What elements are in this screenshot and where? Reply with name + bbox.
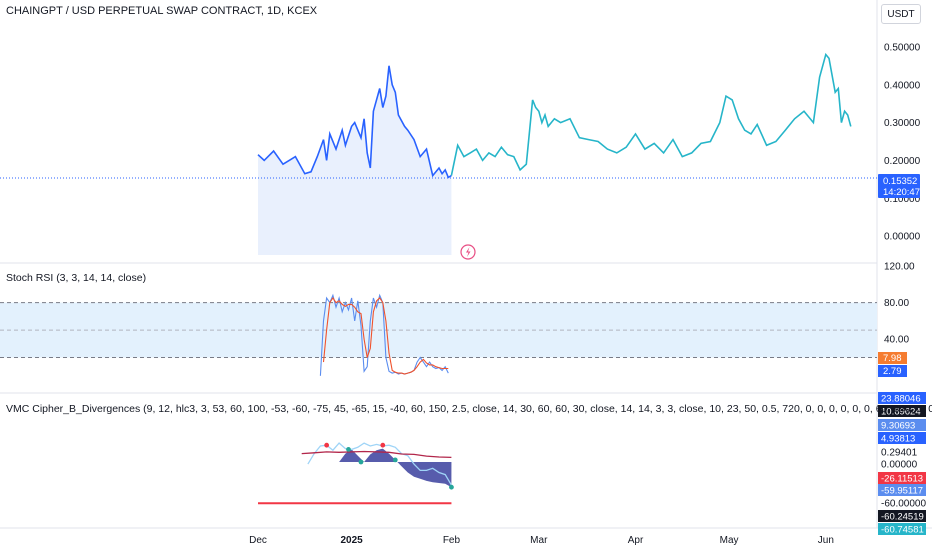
cipher-tag-label: 10.69624 [881, 407, 921, 418]
time-tick-label: Feb [443, 535, 461, 546]
cipher-tag-bg [878, 392, 926, 404]
rsi-k-tag: 2.79 [878, 365, 907, 377]
price-tick-label: 0.10000 [884, 194, 921, 205]
currency-selector-button[interactable]: USDT [881, 4, 921, 24]
cipher-signal-dots [324, 442, 454, 490]
cipher-red-line[interactable] [301, 450, 452, 459]
cipher-tag-label: 4.93813 [881, 434, 915, 445]
cipher-tag-bg [878, 523, 926, 535]
cipher-tag-bg [878, 472, 926, 484]
cipher-tag-bg [878, 405, 926, 417]
signal-dot [449, 484, 454, 490]
time-tick-label: Jun [818, 535, 834, 546]
time-tick-label: Apr [628, 535, 644, 546]
price-tick-label: 0.00000 [884, 232, 921, 243]
price-axis-ticks: 0.50000 0.40000 0.30000 0.20000 0.10000 0.000… [884, 42, 921, 242]
lightning-icon[interactable] [460, 244, 476, 260]
signal-dot [324, 442, 330, 448]
signal-dot [380, 442, 386, 448]
projection-series-line[interactable] [450, 52, 852, 176]
price-tick-label: 0.20000 [884, 156, 921, 167]
price-panel: 0.50000 0.40000 0.30000 0.20000 0.10000 0.000… [0, 42, 921, 260]
last-price-tag: 0.15352 14:20:47 [878, 174, 920, 198]
rsi-tick-label: 120.00 [884, 262, 915, 273]
time-tick-label: Dec [249, 535, 267, 546]
cipher-tag-bg [878, 432, 926, 444]
stoch-rsi-label[interactable]: Stoch RSI (3, 3, 14, 14, close) [6, 272, 147, 284]
cipher-tag-label: 9.30693 [881, 421, 915, 432]
cipher-tag-bg [878, 484, 926, 496]
cipher-wave-area [339, 448, 452, 488]
time-tick-label: May [720, 535, 739, 546]
rsi-axis-ticks: 120.00 80.00 40.00 [884, 262, 915, 346]
price-series-line[interactable] [257, 65, 452, 179]
cipher-tag-label: -59.95117 [881, 486, 923, 497]
time-tick-label: 2025 [340, 535, 363, 546]
cipher-panel: 23.88046 10.69624 9.30693 4.93813 0.294010.0… [258, 392, 926, 536]
cipher-tag-label: 0.29401 [881, 448, 918, 459]
price-tick-label: 0.30000 [884, 118, 921, 129]
svg-text:7.98: 7.98 [883, 353, 902, 364]
rsi-tick-label: 80.00 [884, 298, 909, 309]
rsi-k-line[interactable] [319, 293, 449, 376]
cipher-tag-label: -60.00000 [881, 499, 926, 510]
rsi-d-line[interactable] [322, 297, 449, 375]
signal-dot [358, 459, 364, 465]
stoch-rsi-panel: 120.00 80.00 40.00 7.98 2.79 [0, 262, 915, 377]
time-tick-label: Mar [530, 535, 548, 546]
cipher-tag-bg [878, 510, 926, 522]
cipher-tag-bg [878, 419, 926, 431]
cipher-value-tags: 23.88046 10.69624 9.30693 4.93813 0.294010.0… [878, 392, 926, 536]
chart-title: CHAINGPT / USD PERPETUAL SWAP CONTRACT, … [6, 5, 318, 17]
signal-dot [346, 447, 351, 452]
cipher-tag-label: -60.74581 [881, 525, 924, 536]
cipher-tag-label: 0.00000 [881, 460, 918, 471]
svg-text:2.79: 2.79 [883, 366, 902, 377]
price-tick-label: 0.40000 [884, 80, 921, 91]
rsi-tick-label: 40.00 [884, 335, 909, 346]
cipher-tag-label: -26.11513 [881, 474, 923, 485]
time-axis-labels: Dec 2025 Feb Mar Apr May Jun [249, 535, 834, 546]
cipher-light-line[interactable] [307, 442, 452, 486]
cipher-tag-label: -60.24519 [881, 512, 924, 523]
countdown-value: 14:20:47 [883, 187, 920, 198]
cipher-tag-label: 23.88046 [881, 394, 921, 405]
rsi-d-tag: 7.98 [878, 352, 907, 364]
last-price-value: 0.15352 [883, 176, 917, 187]
price-tick-label: 0.50000 [884, 42, 921, 53]
price-area-fill [258, 65, 452, 255]
signal-dot [392, 457, 398, 463]
cipher-label[interactable]: VMC Cipher_B_Divergences (9, 12, hlc3, 3… [6, 403, 932, 415]
